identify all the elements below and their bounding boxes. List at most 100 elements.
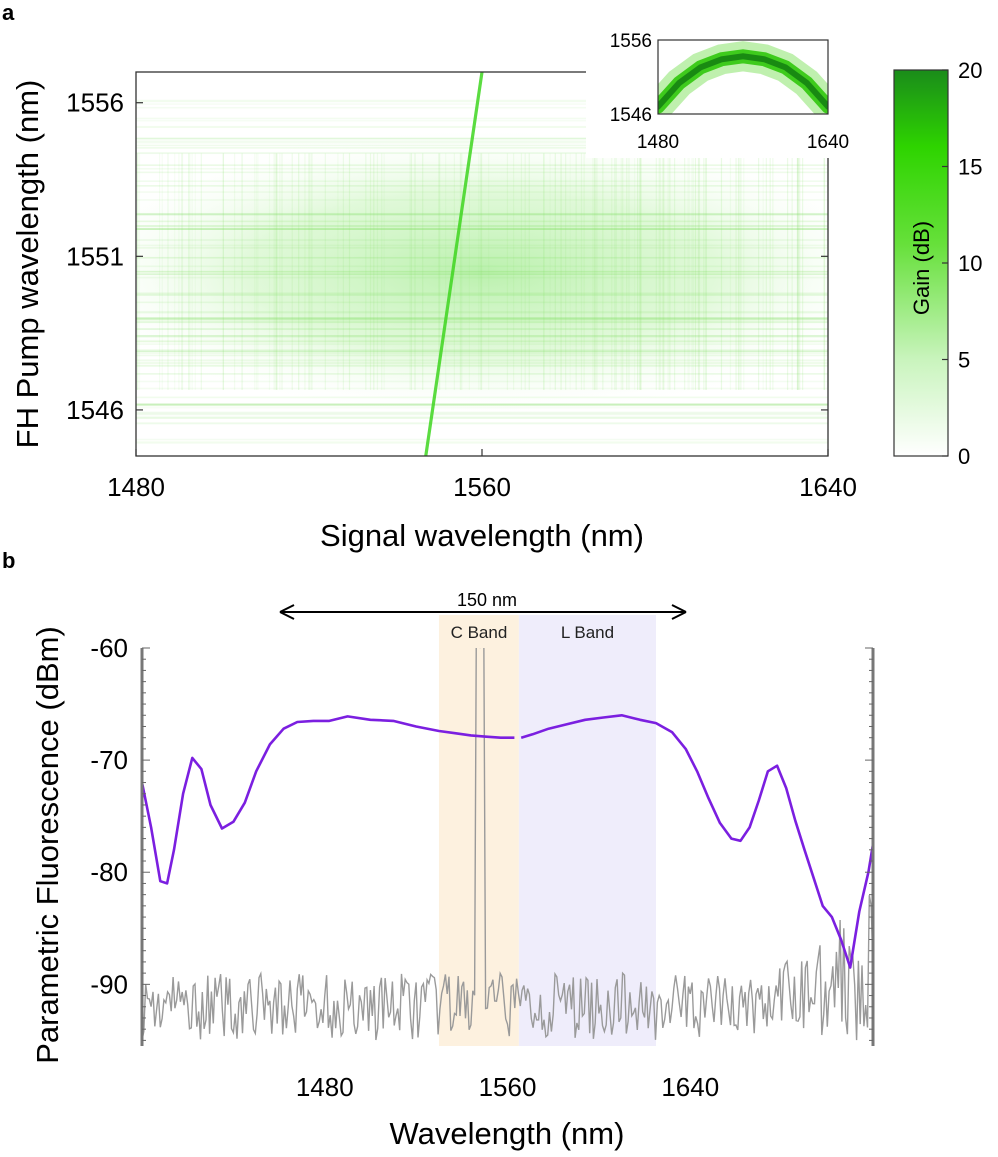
gain-speckle — [738, 153, 740, 390]
gain-streak — [136, 117, 828, 120]
gain-speckle — [137, 153, 139, 390]
gain-streak — [136, 318, 828, 321]
gain-speckle — [637, 153, 639, 390]
spectrum-y-tick-label: -90 — [90, 969, 128, 999]
gain-speckle — [628, 153, 630, 390]
gain-streak — [136, 106, 828, 109]
gain-speckle — [520, 153, 523, 390]
gain-speckle — [161, 153, 163, 390]
gain-speckle — [575, 153, 577, 390]
gain-speckle — [222, 153, 224, 390]
colorbar-tick-label: 20 — [958, 58, 982, 83]
gain-speckle — [275, 153, 278, 390]
gain-speckle — [691, 153, 693, 390]
inset-curve-line — [658, 53, 828, 110]
gain-speckle — [658, 153, 660, 390]
inset-frame — [657, 39, 829, 115]
gain-speckle — [735, 153, 737, 390]
gain-streak — [136, 273, 828, 275]
gain-streak — [136, 144, 828, 147]
gain-streak — [136, 191, 828, 193]
spectrum-axes: -90 -80 -70 -60 1480 1560 1640 — [90, 633, 875, 1102]
gain-speckle — [772, 153, 774, 390]
heatmap-y-tick-label: 1556 — [66, 88, 124, 118]
spectrum-y-label: Parametric Fluorescence (dBm) — [30, 626, 65, 1064]
gain-speckle — [422, 153, 424, 390]
gain-streak — [136, 152, 828, 154]
gain-streak — [136, 403, 828, 406]
inset-plot: 1480 1640 1546 1556 — [586, 28, 852, 158]
gain-speckle — [324, 153, 326, 390]
gain-streak — [136, 317, 828, 319]
gain-speckle — [786, 153, 789, 390]
gain-speckle — [802, 153, 804, 390]
gain-speckle — [593, 153, 596, 390]
gain-streak — [136, 171, 828, 174]
gain-streak — [136, 396, 828, 399]
gain-speckle — [409, 153, 411, 390]
gain-streak — [136, 317, 828, 319]
colorbar-tick-label: 5 — [958, 348, 970, 373]
gain-speckle — [796, 153, 799, 390]
gain-speckle — [823, 153, 825, 390]
gain-speckle — [739, 153, 741, 390]
heatmap-body — [136, 72, 828, 456]
gain-speckle — [191, 153, 193, 390]
gain-speckle — [669, 153, 671, 390]
gain-streak — [136, 119, 828, 122]
gain-streak — [136, 412, 828, 414]
gain-speckle — [796, 153, 798, 390]
gain-streak — [136, 270, 828, 273]
gain-streak — [136, 417, 828, 419]
gain-speckle — [410, 153, 412, 390]
gain-speckle — [279, 153, 281, 390]
gain-speckle — [174, 153, 176, 390]
gain-streak — [136, 147, 828, 149]
gain-streak — [136, 335, 828, 337]
gain-speckle — [304, 153, 306, 390]
gain-speckle — [274, 153, 276, 390]
gain-speckle — [506, 153, 509, 390]
gain-speckle — [737, 153, 739, 390]
gain-streak — [136, 438, 828, 441]
gain-speckle — [291, 153, 293, 390]
gain-speckle — [194, 153, 196, 390]
gain-streak — [136, 352, 828, 355]
gain-streak — [136, 328, 828, 330]
gain-streak — [136, 406, 828, 409]
gain-speckle — [524, 153, 526, 390]
gain-speckle — [241, 153, 243, 390]
gain-speckle — [512, 153, 515, 390]
gain-streak — [136, 411, 828, 414]
gain-streak — [136, 214, 828, 216]
spectrum-x-tick-label: 1480 — [296, 1072, 354, 1102]
gain-streak — [136, 137, 828, 140]
gain-speckle — [769, 153, 771, 390]
gain-speckle — [560, 153, 562, 390]
band-region — [438, 615, 519, 1046]
gain-speckle — [620, 153, 622, 390]
inset-curve — [658, 41, 828, 114]
gain-streak — [136, 415, 828, 418]
gain-streak — [136, 225, 828, 227]
colorbar-label: Gain (dB) — [909, 221, 934, 315]
gain-speckle — [281, 153, 283, 390]
gain-streak — [136, 228, 828, 231]
panel-label-a: a — [2, 0, 15, 25]
gain-speckle — [337, 153, 339, 390]
gain-speckle — [667, 153, 669, 390]
gain-speckle — [662, 153, 664, 390]
gain-speckle — [479, 153, 482, 390]
gain-speckle — [655, 153, 657, 390]
gain-speckle — [743, 153, 745, 390]
gain-streak — [136, 361, 828, 364]
gain-speckle — [799, 153, 801, 390]
fluorescence-line-long-side — [520, 713, 873, 969]
gain-streak — [136, 311, 828, 314]
gain-streak — [136, 239, 828, 241]
gain-speckle — [705, 153, 707, 390]
gain-speckle — [410, 153, 413, 390]
heatmap-x-tick-label: 1640 — [799, 472, 857, 502]
spectrum-y-tick-label: -70 — [90, 745, 128, 775]
